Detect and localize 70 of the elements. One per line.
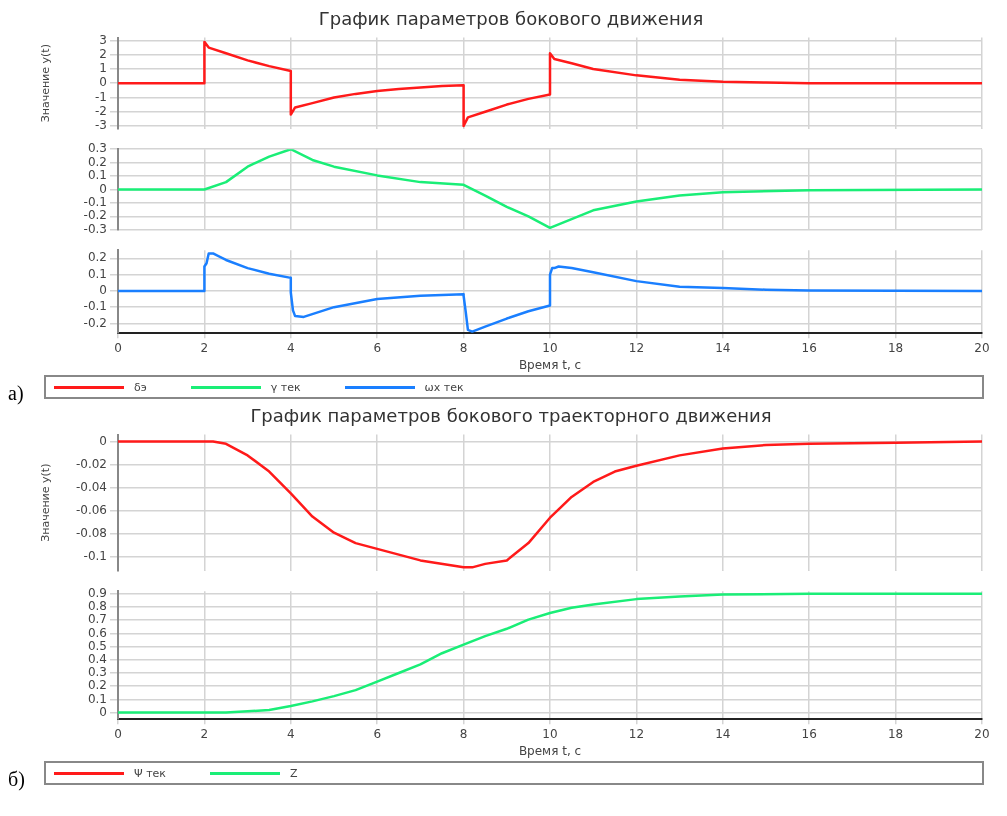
y-tick-label: -3 xyxy=(95,118,107,133)
y-tick-label: -0.1 xyxy=(83,549,107,564)
text: ωx тек xyxy=(424,380,464,394)
y-tick-label: -0.3 xyxy=(83,221,107,236)
text: Ψ тек xyxy=(134,766,166,780)
x-tick-label: 16 xyxy=(801,340,817,355)
x-axis-title: Время t, с xyxy=(518,743,582,758)
y-tick-label: 2 xyxy=(99,46,107,61)
y-tick-label: 0.3 xyxy=(87,665,107,680)
text: γ тек xyxy=(270,380,301,394)
y-tick-label: 0.4 xyxy=(87,651,107,666)
y-tick-label: -0.2 xyxy=(83,208,107,223)
y-tick-label: -0.08 xyxy=(75,525,107,540)
text: Z xyxy=(289,766,298,780)
y-tick-label: 1 xyxy=(99,61,107,76)
y-tick-label: 0.3 xyxy=(87,141,107,156)
y-tick-label: 0.8 xyxy=(87,599,107,614)
y-tick-label: -0.04 xyxy=(75,479,107,494)
x-tick-label: 18 xyxy=(887,340,904,355)
y-tick-label: 0.2 xyxy=(87,154,107,169)
y-tick-label: -0.06 xyxy=(75,502,107,517)
y-tick-label: -2 xyxy=(95,103,107,118)
y-axis-title: Значение y(t) xyxy=(39,44,53,123)
text: δэ xyxy=(134,380,147,394)
y-tick-label: -0.1 xyxy=(83,195,107,210)
y-tick-label: 0.1 xyxy=(87,266,107,281)
y-axis-title: Значение y(t) xyxy=(39,463,53,542)
x-tick-label: 14 xyxy=(715,340,731,355)
x-tick-label: 6 xyxy=(373,340,382,355)
x-tick-label: 12 xyxy=(628,726,645,741)
chart-title: График параметров бокового движения xyxy=(318,8,704,30)
x-tick-label: 12 xyxy=(628,340,645,355)
y-tick-label: 0.5 xyxy=(87,638,107,653)
x-tick-label: 16 xyxy=(801,726,817,741)
y-tick-label: -1 xyxy=(95,89,107,104)
x-tick-label: 10 xyxy=(542,726,558,741)
y-tick-label: 0.6 xyxy=(87,625,107,640)
y-tick-label: 0 xyxy=(99,75,107,90)
x-tick-label: 8 xyxy=(459,340,468,355)
y-tick-label: 0 xyxy=(99,433,107,448)
x-tick-label: 14 xyxy=(715,726,731,741)
y-tick-label: 0 xyxy=(99,283,107,298)
x-tick-label: 20 xyxy=(974,726,990,741)
x-tick-label: 20 xyxy=(974,340,990,355)
y-tick-label: 0 xyxy=(99,181,107,196)
y-tick-label: 0.9 xyxy=(87,585,107,600)
chart-title: График параметров бокового траекторного движения xyxy=(250,405,772,427)
y-tick-label: 0.2 xyxy=(87,678,107,693)
y-tick-label: 0.1 xyxy=(87,168,107,183)
x-tick-label: 0 xyxy=(114,340,122,355)
y-tick-label: 3 xyxy=(99,32,107,47)
x-tick-label: 2 xyxy=(200,340,209,355)
text: a) xyxy=(8,382,24,405)
x-tick-label: 4 xyxy=(286,726,295,741)
x-tick-label: 10 xyxy=(542,340,558,355)
x-axis-title: Время t, с xyxy=(518,357,582,372)
y-tick-label: -0.02 xyxy=(75,456,107,471)
y-tick-label: 0.1 xyxy=(87,691,107,706)
y-tick-label: 0.2 xyxy=(87,250,107,265)
x-tick-label: 8 xyxy=(459,726,468,741)
y-tick-label: 0 xyxy=(99,704,107,719)
y-tick-label: 0.7 xyxy=(87,612,107,627)
x-tick-label: 4 xyxy=(286,340,295,355)
x-tick-label: 0 xyxy=(114,726,122,741)
x-tick-label: 2 xyxy=(200,726,209,741)
x-tick-label: 6 xyxy=(373,726,382,741)
y-tick-label: -0.1 xyxy=(83,299,107,314)
text: б) xyxy=(8,768,25,791)
y-tick-label: -0.2 xyxy=(83,315,107,330)
x-tick-label: 18 xyxy=(887,726,904,741)
